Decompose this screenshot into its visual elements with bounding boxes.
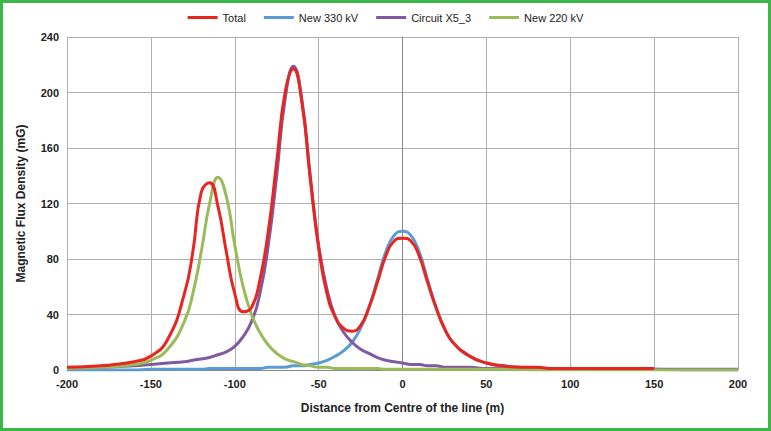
svg-text:160: 160 [41, 142, 59, 154]
svg-text:80: 80 [47, 253, 59, 265]
svg-text:-50: -50 [311, 378, 327, 390]
svg-text:Magnetic Flux Density (mG): Magnetic Flux Density (mG) [14, 124, 28, 282]
svg-text:Circuit X5_3: Circuit X5_3 [411, 12, 471, 24]
svg-text:240: 240 [41, 31, 59, 43]
svg-text:Total: Total [223, 12, 246, 24]
svg-text:Distance from Centre of the li: Distance from Centre of the line (m) [301, 401, 504, 415]
svg-text:-150: -150 [140, 378, 162, 390]
svg-text:50: 50 [480, 378, 492, 390]
svg-text:100: 100 [561, 378, 579, 390]
svg-text:0: 0 [53, 364, 59, 376]
svg-text:200: 200 [41, 87, 59, 99]
svg-text:120: 120 [41, 198, 59, 210]
svg-text:0: 0 [399, 378, 405, 390]
svg-text:-100: -100 [224, 378, 246, 390]
svg-text:40: 40 [47, 309, 59, 321]
svg-text:New 220 kV: New 220 kV [524, 12, 584, 24]
svg-text:200: 200 [729, 378, 747, 390]
svg-text:New 330 kV: New 330 kV [299, 12, 359, 24]
svg-text:-200: -200 [56, 378, 78, 390]
svg-text:150: 150 [645, 378, 663, 390]
